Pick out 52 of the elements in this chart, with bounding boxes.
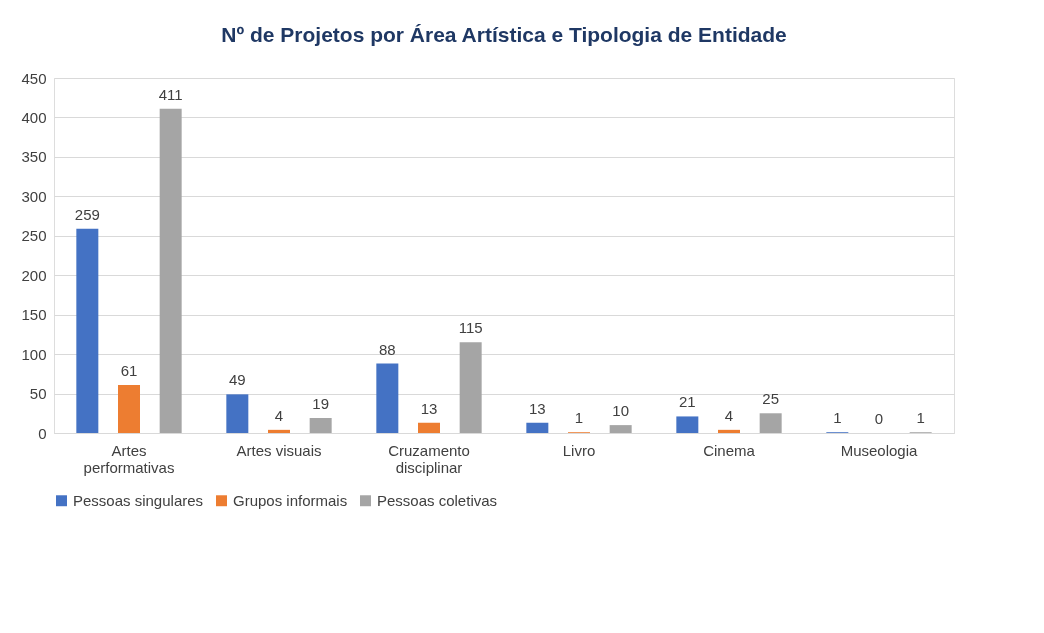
bar (609, 425, 632, 433)
bar (226, 394, 249, 433)
x-tick-label: Cinema (703, 441, 756, 459)
bar (718, 429, 740, 433)
bar (118, 384, 140, 433)
legend-label: Grupos informais (233, 491, 348, 509)
bar (418, 422, 440, 433)
y-tick-label: 0 (38, 424, 47, 442)
y-tick-label: 150 (21, 306, 47, 324)
data-label: 0 (874, 410, 884, 427)
data-label: 4 (724, 406, 734, 424)
y-tick-label: 250 (21, 227, 47, 245)
x-tick-label: Museologia (840, 441, 919, 459)
data-label: 25 (762, 390, 780, 408)
bar (759, 413, 782, 433)
data-label: 115 (458, 319, 483, 337)
y-tick-label: 100 (21, 345, 47, 363)
data-label: 10 (612, 402, 630, 420)
data-label: 61 (120, 361, 138, 379)
data-label: 259 (74, 205, 100, 223)
data-label: 21 (678, 393, 696, 411)
bar (268, 429, 290, 433)
x-tick-label: Livro (562, 441, 596, 459)
x-tick-label: Artes performativas (83, 441, 175, 476)
y-tick-label: 50 (29, 385, 47, 403)
data-label: 4 (274, 406, 284, 424)
data-label: 88 (378, 340, 396, 358)
bar (309, 418, 332, 433)
y-tick-label: 400 (21, 108, 47, 126)
data-label: 49 (228, 371, 246, 389)
data-label: 19 (312, 395, 330, 413)
bar (676, 416, 699, 433)
data-label: 13 (420, 399, 438, 417)
y-tick-label: 300 (21, 187, 47, 205)
data-label: 1 (916, 409, 925, 427)
legend-label: Pessoas singulares (73, 491, 204, 509)
y-tick-label: 200 (21, 266, 47, 284)
data-label: 411 (158, 85, 183, 103)
data-label: 1 (833, 409, 842, 427)
bar (526, 422, 549, 433)
legend-label: Pessoas coletivas (377, 491, 498, 509)
bar (376, 363, 399, 433)
chart-title: Nº de Projetos por Área Artística e Tipologia de Entidade (221, 23, 787, 46)
bar (459, 342, 482, 433)
y-tick-label: 350 (21, 148, 47, 166)
bar (76, 228, 99, 433)
x-tick-label: Cruzamento disciplinar (388, 441, 470, 476)
data-label: 1 (574, 409, 584, 427)
bar (159, 108, 182, 433)
y-tick-label: 450 (21, 69, 47, 87)
x-tick-label: Artes visuais (236, 441, 322, 459)
data-label: 13 (528, 399, 546, 417)
